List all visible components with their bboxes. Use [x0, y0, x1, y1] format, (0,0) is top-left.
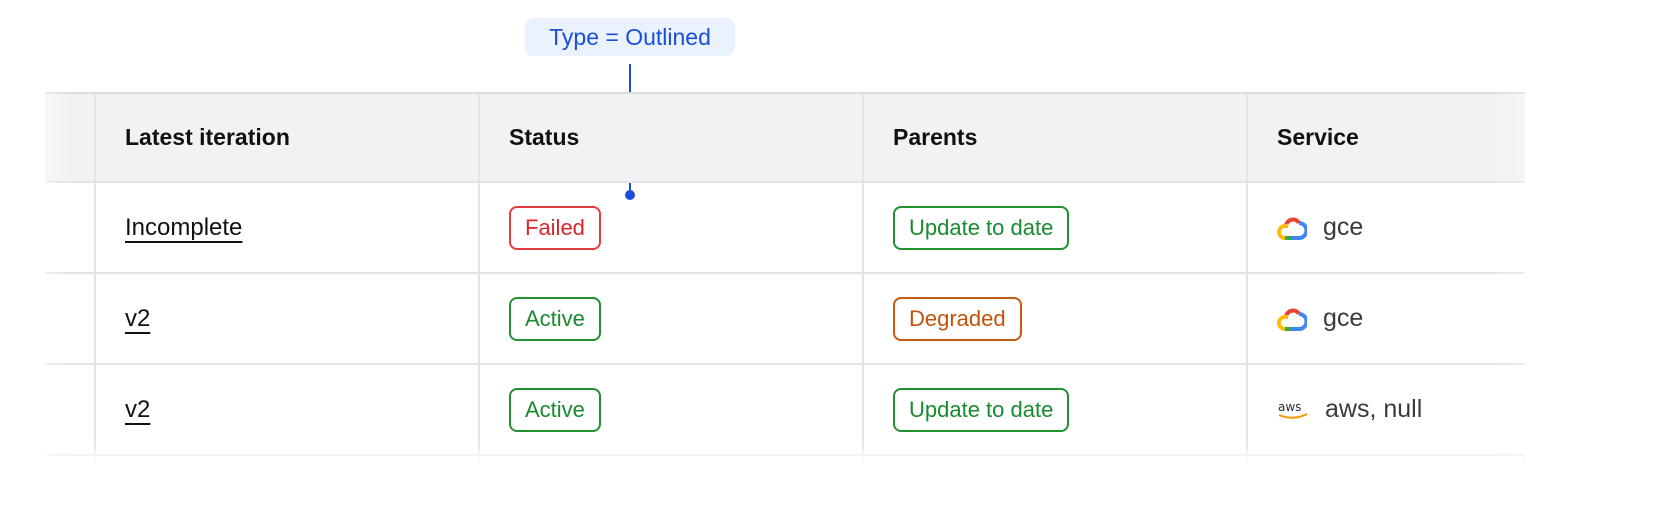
google-cloud-icon — [1277, 217, 1307, 240]
service-name: gce — [1323, 213, 1364, 241]
fade-right — [1492, 90, 1672, 480]
iteration-cell: Incomplete — [96, 183, 480, 272]
service-name: aws, null — [1325, 395, 1423, 423]
header-status[interactable]: Status — [480, 94, 864, 181]
header-spacer — [45, 94, 96, 181]
table-header: Latest iteration Status Parents Service — [45, 92, 1525, 183]
iteration-link[interactable]: v2 — [125, 395, 151, 423]
row-spacer — [45, 274, 96, 363]
status-cell: Active — [480, 365, 864, 454]
service-cell: gce — [1248, 183, 1525, 272]
status-badge: Active — [509, 296, 601, 341]
table-row: v2 Active Update to date aws aws, null — [45, 365, 1525, 456]
status-cell: Failed — [480, 183, 864, 272]
annotation-dot — [625, 190, 635, 200]
header-service[interactable]: Service — [1277, 124, 1359, 150]
data-table: Latest iteration Status Parents Service … — [45, 92, 1525, 476]
table-row: v2 Active Degraded gce — [45, 274, 1525, 365]
svg-text:aws: aws — [1278, 400, 1301, 414]
aws-icon: aws — [1278, 400, 1308, 419]
google-cloud-icon — [1277, 308, 1307, 331]
status-badge: Active — [509, 387, 601, 432]
parents-cell: Update to date — [864, 183, 1248, 272]
iteration-cell: v2 — [96, 365, 480, 454]
iteration-link[interactable]: Incomplete — [125, 213, 243, 241]
annotation-label: Type = Outlined — [525, 18, 735, 56]
header-latest-iteration[interactable]: Latest iteration — [96, 94, 480, 181]
row-spacer — [45, 183, 96, 272]
parents-badge: Update to date — [893, 205, 1070, 250]
parents-badge: Update to date — [893, 387, 1070, 432]
header-parents[interactable]: Parents — [864, 94, 1248, 181]
service-name: gce — [1323, 304, 1364, 332]
parents-badge: Degraded — [893, 296, 1022, 341]
iteration-cell: v2 — [96, 274, 480, 363]
service-cell: aws aws, null — [1248, 365, 1525, 454]
parents-cell: Update to date — [864, 365, 1248, 454]
table-row: Incomplete Failed Update to date gce — [45, 183, 1525, 274]
fade-bottom — [0, 440, 1672, 480]
service-cell: gce — [1248, 274, 1525, 363]
iteration-link[interactable]: v2 — [125, 304, 151, 332]
fade-left — [0, 90, 70, 480]
status-badge: Failed — [509, 205, 601, 250]
status-cell: Active — [480, 274, 864, 363]
parents-cell: Degraded — [864, 274, 1248, 363]
row-spacer — [45, 365, 96, 454]
